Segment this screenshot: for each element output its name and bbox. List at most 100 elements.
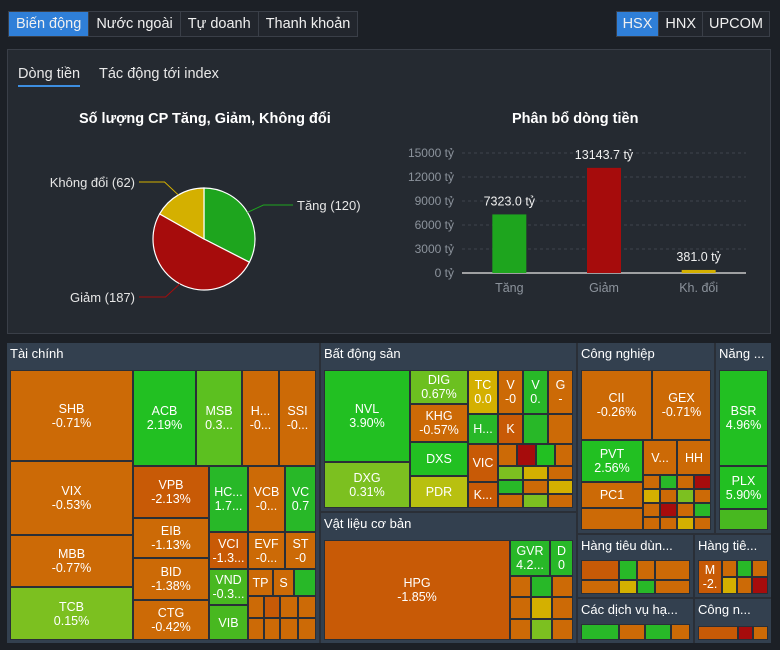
stock-cell-small[interactable] (548, 480, 573, 494)
stock-cell-ctg[interactable]: CTG -0.42% (133, 600, 209, 640)
bar[interactable] (681, 269, 716, 273)
stock-cell-st[interactable]: ST -0 (285, 532, 316, 569)
stock-cell-tcb[interactable]: TCB 0.15% (10, 587, 133, 640)
subtab-dong-tien[interactable]: Dòng tiền (18, 66, 81, 87)
stock-cell-small[interactable] (248, 596, 264, 618)
stock-cell-pc1[interactable]: PC1 (581, 482, 643, 508)
stock-cell-small[interactable] (698, 626, 738, 640)
stock-cell-small[interactable] (737, 560, 752, 577)
stock-cell-small[interactable] (498, 444, 517, 466)
stock-cell-dxs[interactable]: DXS (410, 442, 468, 476)
stock-cell-acb[interactable]: ACB 2.19% (133, 370, 196, 466)
stock-cell-bid[interactable]: BID -1.38% (133, 558, 209, 600)
stock-cell-small[interactable] (523, 466, 548, 480)
stock-cell-small[interactable] (637, 560, 655, 580)
stock-cell-small[interactable] (548, 466, 573, 480)
stock-cell-small[interactable] (643, 517, 660, 530)
stock-cell-h2[interactable]: H... (468, 414, 498, 444)
stock-cell-small[interactable] (536, 444, 555, 466)
stock-cell-small[interactable] (694, 489, 711, 503)
stock-cell-k2[interactable]: K... (468, 482, 498, 508)
stock-cell-vix[interactable]: VIX -0.53% (10, 461, 133, 535)
stock-cell-ssi[interactable]: SSI -0... (279, 370, 316, 466)
stock-cell-small[interactable] (517, 444, 536, 466)
tab-hnx[interactable]: HNX (659, 12, 704, 36)
stock-cell-small[interactable] (643, 503, 660, 517)
stock-cell-small[interactable] (548, 414, 573, 444)
stock-cell-small[interactable] (752, 560, 768, 577)
tab-hsx[interactable]: HSX (616, 12, 660, 36)
stock-cell-small[interactable] (523, 494, 548, 508)
tab-tu-doanh[interactable]: Tự doanh (181, 12, 259, 36)
stock-cell-pvt[interactable]: PVT 2.56% (581, 440, 643, 482)
stock-cell-cii[interactable]: CII -0.26% (581, 370, 652, 440)
stock-cell-small[interactable] (694, 475, 711, 489)
tab-upcom[interactable]: UPCOM (709, 16, 763, 32)
bar[interactable] (492, 214, 527, 273)
bar[interactable] (587, 167, 621, 273)
stock-cell-small[interactable] (510, 576, 531, 597)
stock-cell-small[interactable] (581, 560, 619, 580)
stock-cell-small[interactable] (645, 624, 671, 640)
stock-cell-vci[interactable]: VCI -1.3... (209, 532, 248, 569)
stock-cell-vpb[interactable]: VPB -2.13% (133, 466, 209, 518)
stock-cell-small[interactable] (719, 509, 768, 530)
stock-cell-small[interactable] (722, 577, 737, 594)
stock-cell-small[interactable] (264, 618, 280, 640)
stock-cell-v1[interactable]: V -0 (498, 370, 523, 414)
stock-cell-small[interactable] (660, 475, 677, 489)
stock-cell-dig[interactable]: DIG 0.67% (410, 370, 468, 404)
stock-cell-s[interactable]: S (273, 569, 294, 596)
tab-thanh-khoan[interactable]: Thanh khoản (265, 16, 351, 32)
stock-cell-small[interactable] (753, 626, 768, 640)
stock-cell-hc[interactable]: HC... 1.7... (209, 466, 248, 532)
stock-cell-small[interactable] (298, 596, 316, 618)
stock-cell-tp[interactable]: TP (248, 569, 273, 596)
stock-cell-small[interactable] (694, 517, 711, 530)
stock-cell-vic[interactable]: VIC (468, 444, 498, 482)
stock-cell-tc[interactable]: TC 0.0 (468, 370, 498, 414)
stock-cell-small[interactable] (264, 596, 280, 618)
stock-cell-small[interactable] (552, 576, 573, 597)
stock-cell-small[interactable] (637, 580, 655, 594)
stock-cell-small[interactable] (581, 624, 619, 640)
stock-cell-hh[interactable]: HH (677, 440, 711, 475)
stock-cell-small[interactable] (660, 517, 677, 530)
stock-cell-small[interactable] (523, 480, 548, 494)
stock-cell-small[interactable] (694, 503, 711, 517)
stock-cell-small[interactable] (523, 414, 548, 444)
stock-cell-hpg[interactable]: HPG -1.85% (324, 540, 510, 640)
stock-cell-small[interactable] (581, 580, 619, 594)
stock-cell-small[interactable] (510, 619, 531, 640)
subtab-tac-dong-index[interactable]: Tác động tới index (99, 66, 219, 82)
stock-cell-gvr[interactable]: GVR 4.2... (510, 540, 550, 576)
stock-cell-small[interactable] (581, 508, 643, 530)
stock-cell-small[interactable] (555, 444, 573, 466)
stock-cell-small[interactable] (531, 619, 552, 640)
stock-cell-small[interactable] (737, 577, 752, 594)
stock-cell-plx[interactable]: PLX 5.90% (719, 466, 768, 509)
stock-cell-small[interactable] (752, 577, 768, 594)
stock-cell-h[interactable]: H... -0... (242, 370, 279, 466)
stock-cell-v3[interactable]: V... (643, 440, 677, 475)
stock-cell-vib[interactable]: VIB (209, 605, 248, 640)
stock-cell-small[interactable] (660, 489, 677, 503)
stock-cell-small[interactable] (619, 624, 645, 640)
stock-cell-small[interactable] (655, 580, 690, 594)
stock-cell-gex[interactable]: GEX -0.71% (652, 370, 711, 440)
tab-nuoc-ngoai[interactable]: Nước ngoài (89, 12, 181, 36)
stock-cell-vcb[interactable]: VCB -0... (248, 466, 285, 532)
stock-cell-m[interactable]: M -2. (698, 560, 722, 594)
stock-cell-khg[interactable]: KHG -0.57% (410, 404, 468, 442)
stock-cell-small[interactable] (677, 475, 694, 489)
stock-cell-small[interactable] (531, 597, 552, 619)
stock-cell-small[interactable] (619, 580, 637, 594)
stock-cell-g[interactable]: G- (548, 370, 573, 414)
stock-cell-eib[interactable]: EIB -1.13% (133, 518, 209, 558)
stock-cell-vc[interactable]: VC 0.7 (285, 466, 316, 532)
stock-cell-shb[interactable]: SHB -0.71% (10, 370, 133, 461)
stock-cell-small[interactable] (248, 618, 264, 640)
stock-cell-small[interactable] (294, 569, 316, 596)
stock-cell-vnd[interactable]: VND -0.3... (209, 569, 248, 605)
